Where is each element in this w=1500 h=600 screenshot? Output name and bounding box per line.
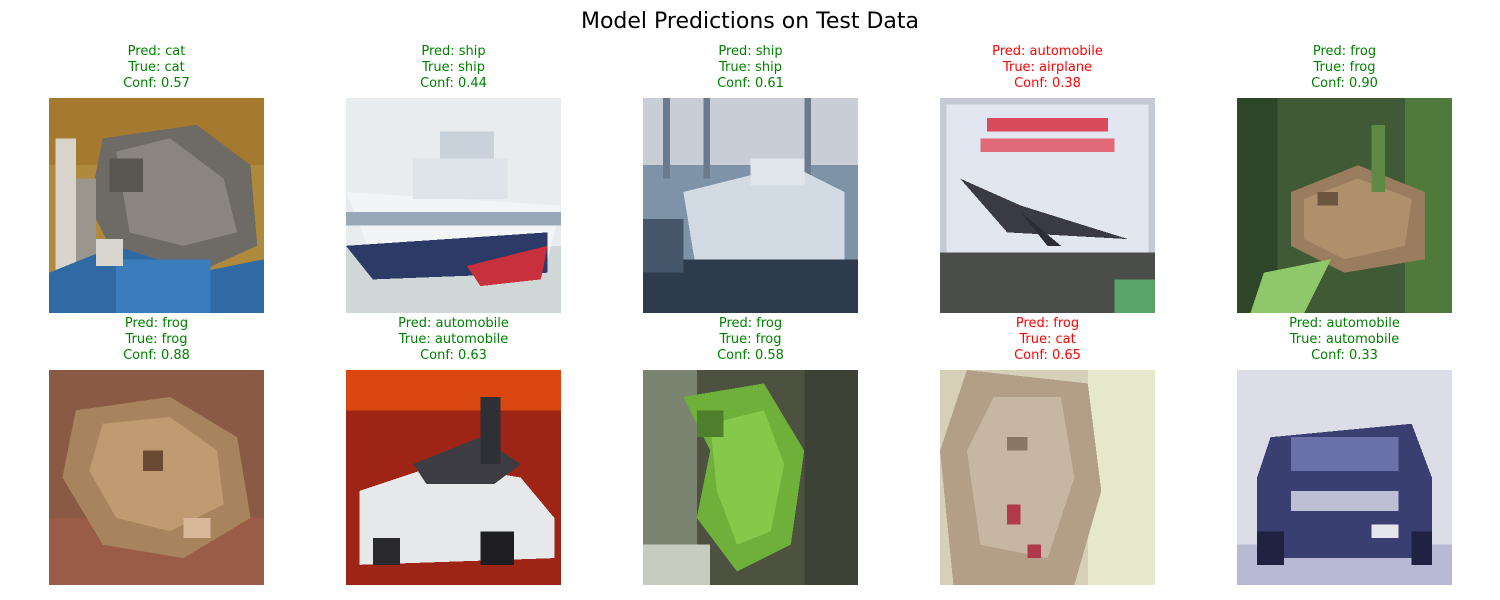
predicted-label: Pred: ship (718, 44, 783, 59)
predicted-label: Pred: frog (124, 316, 189, 331)
green-frog-image (643, 370, 858, 585)
true-label: True: ship (718, 60, 782, 75)
true-label: True: ship (421, 60, 485, 75)
prediction-caption: Pred: frog True: cat Conf: 0.65 (900, 316, 1195, 364)
prediction-caption: Pred: frog True: frog Conf: 0.90 (1197, 44, 1492, 92)
prediction-caption: Pred: automobile True: automobile Conf: … (1197, 316, 1492, 364)
confidence-label: Conf: 0.44 (420, 76, 487, 91)
true-label: True: frog (1313, 60, 1376, 75)
confidence-label: Conf: 0.33 (1311, 348, 1378, 363)
prediction-caption: Pred: ship True: ship Conf: 0.61 (603, 44, 898, 92)
confidence-label: Conf: 0.61 (717, 76, 784, 91)
true-label: True: frog (719, 332, 782, 347)
predicted-label: Pred: ship (421, 44, 486, 59)
predicted-label: Pred: automobile (1289, 316, 1400, 331)
predicted-label: Pred: automobile (398, 316, 509, 331)
prediction-caption: Pred: cat True: cat Conf: 0.57 (9, 44, 304, 92)
prediction-caption: Pred: automobile True: airplane Conf: 0.… (900, 44, 1195, 92)
confidence-label: Conf: 0.88 (123, 348, 190, 363)
true-label: True: cat (128, 60, 185, 75)
figure-title: Model Predictions on Test Data (580, 9, 920, 34)
white-ship-image (346, 98, 561, 313)
confidence-label: Conf: 0.63 (420, 348, 487, 363)
prediction-caption: Pred: automobile True: automobile Conf: … (306, 316, 601, 364)
predicted-label: Pred: automobile (992, 44, 1103, 59)
confidence-label: Conf: 0.57 (123, 76, 190, 91)
toad-in-grass-image (1237, 98, 1452, 313)
confidence-label: Conf: 0.38 (1014, 76, 1081, 91)
true-label: True: frog (125, 332, 188, 347)
confidence-label: Conf: 0.65 (1014, 348, 1081, 363)
true-label: True: cat (1019, 332, 1076, 347)
confidence-label: Conf: 0.90 (1311, 76, 1378, 91)
white-car-image (346, 370, 561, 585)
prediction-caption: Pred: ship True: ship Conf: 0.44 (306, 44, 601, 92)
brown-frog-image (49, 370, 264, 585)
prediction-caption: Pred: frog True: frog Conf: 0.58 (603, 316, 898, 364)
predicted-label: Pred: frog (1312, 44, 1377, 59)
blue-suv-image (1237, 370, 1452, 585)
true-label: True: automobile (398, 332, 509, 347)
confidence-label: Conf: 0.58 (717, 348, 784, 363)
true-label: True: airplane (1002, 60, 1093, 75)
prediction-caption: Pred: frog True: frog Conf: 0.88 (9, 316, 304, 364)
predicted-label: Pred: frog (718, 316, 783, 331)
cat-closeup-image (940, 370, 1155, 585)
docked-ship-image (643, 98, 858, 313)
predicted-label: Pred: cat (127, 44, 186, 59)
predicted-label: Pred: frog (1015, 316, 1080, 331)
true-label: True: automobile (1289, 332, 1400, 347)
concorde-sign-image (940, 98, 1155, 313)
cat-on-blue-fabric-image (49, 98, 264, 313)
